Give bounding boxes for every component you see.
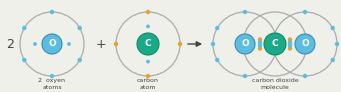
Circle shape [114,42,118,46]
Circle shape [288,37,292,42]
Circle shape [235,34,255,54]
Circle shape [42,34,62,54]
Circle shape [273,12,337,76]
Circle shape [137,33,159,55]
Text: C: C [145,39,151,48]
Circle shape [77,58,82,62]
Circle shape [213,12,277,76]
Text: C: C [272,39,278,48]
Circle shape [258,43,262,48]
Circle shape [146,10,150,14]
Circle shape [215,26,220,30]
Circle shape [33,42,37,46]
Circle shape [178,42,182,46]
Circle shape [258,40,262,45]
Circle shape [288,40,292,45]
Circle shape [303,10,307,14]
Text: 2  oxyen
atoms: 2 oxyen atoms [39,78,65,90]
Circle shape [146,24,150,28]
Circle shape [146,60,150,63]
Text: O: O [48,39,56,48]
Circle shape [77,26,82,30]
Circle shape [258,37,262,42]
Circle shape [243,10,247,14]
Circle shape [335,42,339,46]
Text: +: + [96,38,106,51]
Text: carbon dioxide
molecule: carbon dioxide molecule [252,78,298,90]
Circle shape [288,46,292,51]
Circle shape [50,74,54,78]
Circle shape [22,26,27,30]
Circle shape [295,34,315,54]
Circle shape [258,46,262,51]
Circle shape [264,33,286,55]
Circle shape [50,10,54,14]
Circle shape [243,12,307,76]
Text: O: O [241,39,249,48]
Circle shape [211,42,215,46]
Circle shape [215,58,220,62]
Circle shape [330,58,335,62]
Circle shape [330,26,335,30]
Circle shape [243,74,247,78]
Circle shape [146,74,150,78]
Circle shape [288,43,292,48]
Text: 2: 2 [6,38,14,51]
Text: O: O [301,39,309,48]
Circle shape [22,58,27,62]
Text: carbon
atom: carbon atom [137,78,159,90]
Circle shape [67,42,71,46]
Circle shape [303,74,307,78]
